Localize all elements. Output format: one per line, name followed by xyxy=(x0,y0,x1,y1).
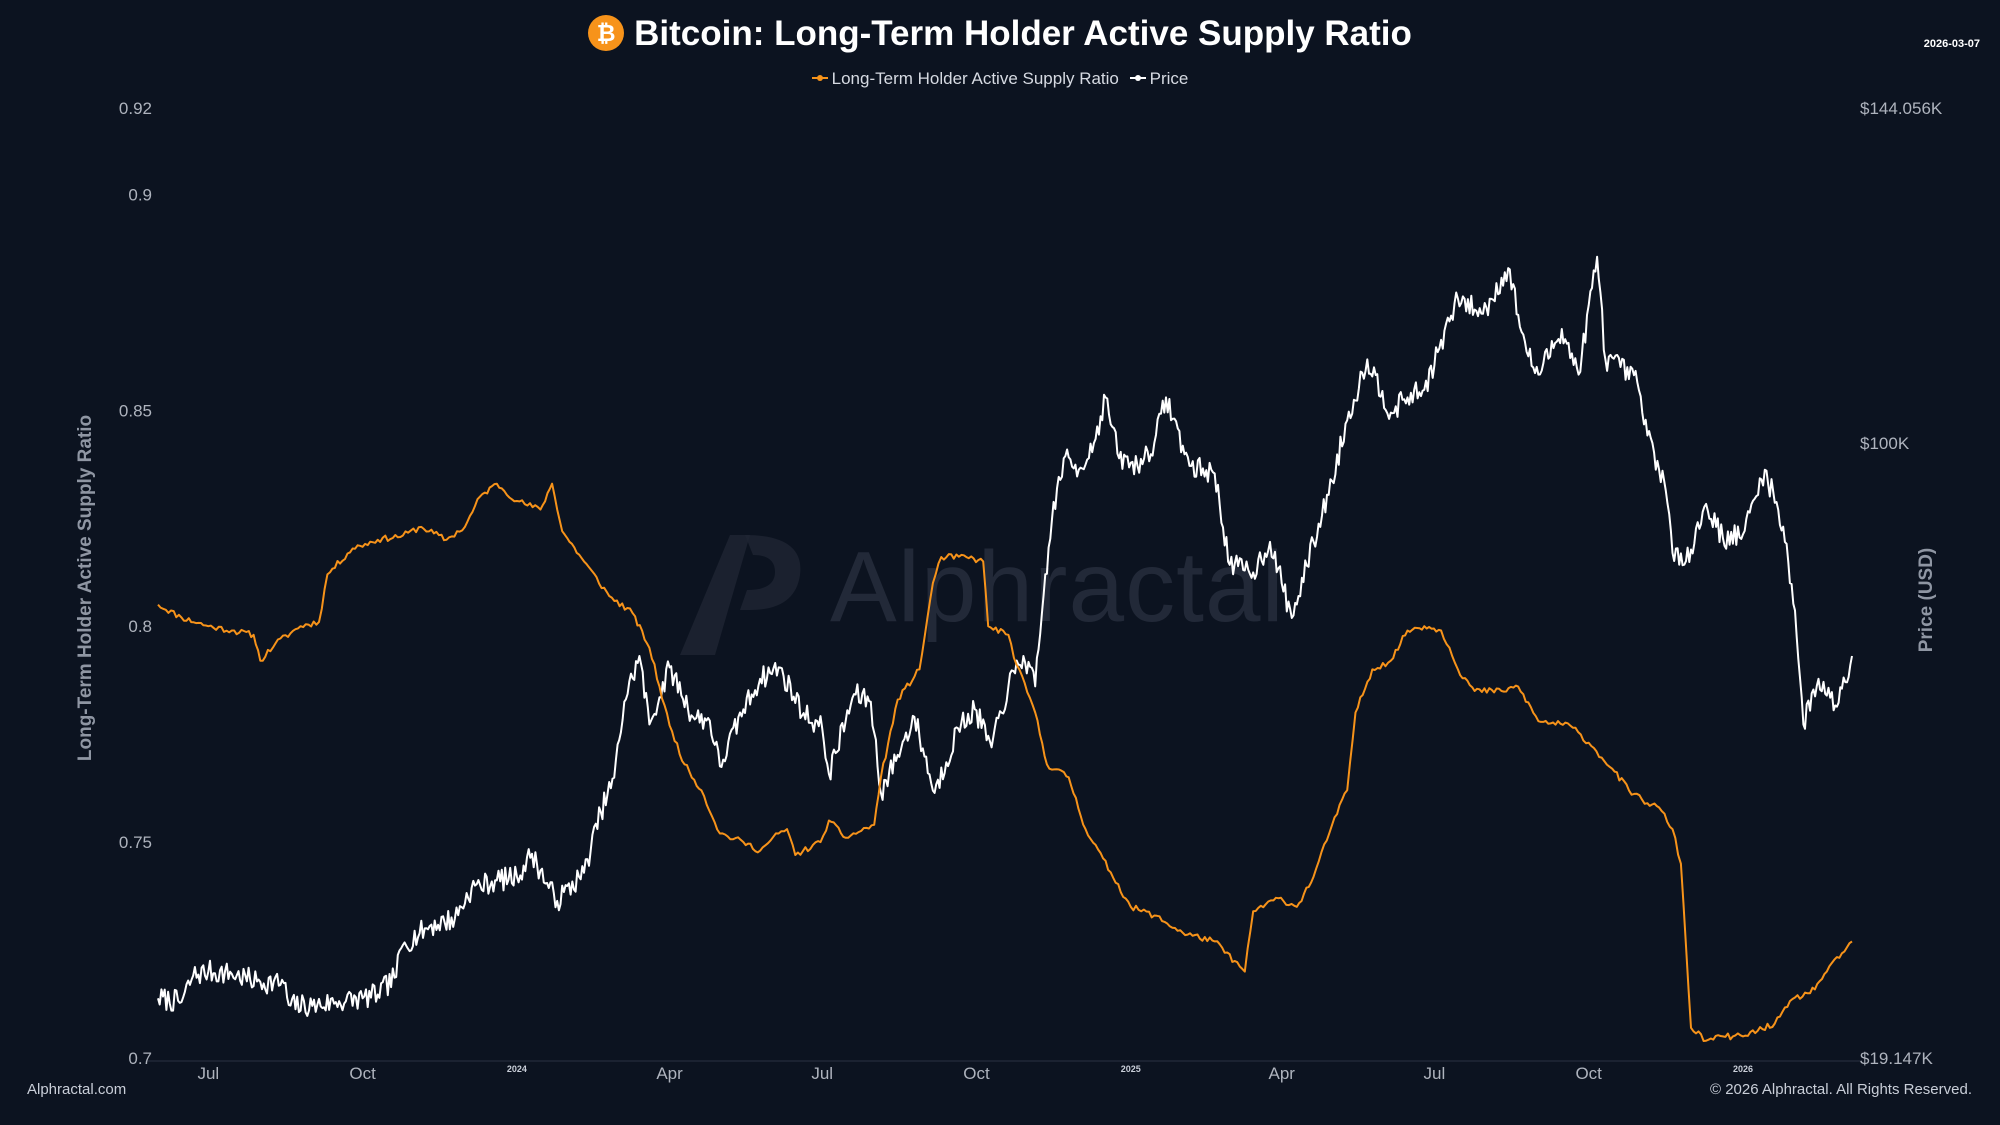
axes-layer: 0.92 0.9 0.85 0.8 0.75 0.7 $144.056K $100K $19.1… xyxy=(75,99,1943,1083)
legend-label-price: Price xyxy=(1149,69,1189,88)
legend-item-ratio[interactable]: Long-Term Holder Active Supply Ratio xyxy=(811,69,1119,89)
y-axis-title: Long-Term Holder Active Supply Ratio xyxy=(75,415,96,761)
bitcoin-icon: ₿ xyxy=(588,15,625,51)
watermark-text: Alphractal xyxy=(830,531,1285,643)
x-tick-label: Apr xyxy=(1269,1064,1296,1083)
x-tick-label: Jul xyxy=(1424,1064,1446,1083)
y-tick-label: 0.7 xyxy=(128,1049,152,1068)
x-tick-label: Jul xyxy=(197,1064,219,1083)
x-tick-label: Jul xyxy=(811,1064,833,1083)
chart-title-text: Bitcoin: Long-Term Holder Active Supply … xyxy=(634,14,1412,53)
x-tick-label: Oct xyxy=(963,1064,990,1083)
legend-label-ratio: Long-Term Holder Active Supply Ratio xyxy=(831,69,1119,88)
y-tick-label: 0.92 xyxy=(119,99,152,118)
x-tick-label: 2025 xyxy=(1121,1064,1141,1074)
footer-copyright: © 2026 Alphractal. All Rights Reserved. xyxy=(1709,1081,1972,1098)
date-stamp: 2026-03-07 xyxy=(1923,38,1980,50)
legend: Long-Term Holder Active Supply Ratio Pri… xyxy=(0,69,2000,89)
series-line-price xyxy=(157,255,1853,1017)
y-tick-label: 0.9 xyxy=(128,185,152,204)
x-tick-label: 2024 xyxy=(507,1064,527,1074)
footer-source: Alphractal.com xyxy=(27,1081,127,1098)
y2-tick-label: $100K xyxy=(1860,434,1910,453)
x-tick-label: Apr xyxy=(656,1064,683,1083)
y-tick-label: 0.8 xyxy=(128,617,152,636)
series-layer xyxy=(157,255,1853,1042)
y2-axis-title: Price (USD) xyxy=(1916,548,1937,653)
chart-title: ₿ Bitcoin: Long-Term Holder Active Supply… xyxy=(0,14,2000,54)
legend-swatch-price xyxy=(1129,75,1146,81)
x-tick-label: 2026 xyxy=(1733,1064,1753,1074)
x-tick-label: Oct xyxy=(1575,1064,1602,1083)
y-tick-label: 0.85 xyxy=(119,401,152,420)
y2-tick-label: $19.147K xyxy=(1860,1049,1933,1068)
series-line-ratio xyxy=(157,482,1853,1042)
x-tick-label: Oct xyxy=(349,1064,376,1083)
y2-tick-label: $144.056K xyxy=(1860,99,1943,118)
legend-swatch-ratio xyxy=(811,75,828,81)
y-tick-label: 0.75 xyxy=(119,833,152,852)
legend-item-price[interactable]: Price xyxy=(1129,69,1189,89)
watermark-logo-icon xyxy=(680,535,801,655)
